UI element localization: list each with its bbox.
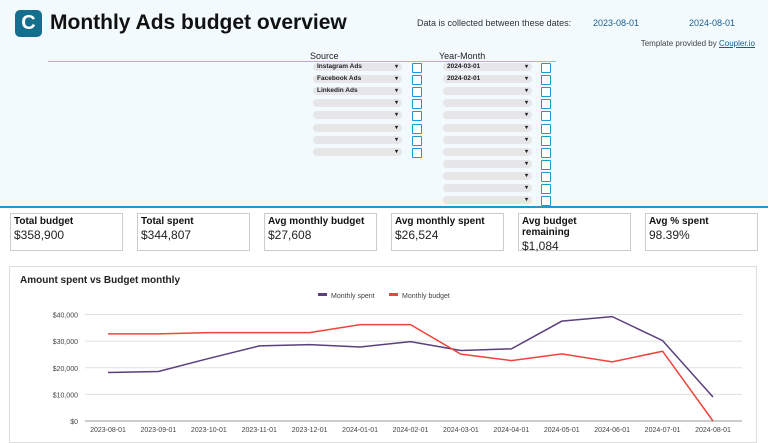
legend-label[interactable]: Monthly spent xyxy=(331,293,375,300)
source-checkbox[interactable] xyxy=(412,87,422,98)
y-tick-label: $40,000 xyxy=(53,313,78,320)
end-date[interactable]: 2024-08-01 xyxy=(689,18,736,28)
y-tick-label: $30,000 xyxy=(53,339,78,346)
kpi-label: Avg budget remaining xyxy=(522,216,577,238)
chart-title: Amount spent vs Budget monthly xyxy=(20,275,180,286)
legend-swatch xyxy=(318,293,327,296)
source-label: Source xyxy=(310,51,339,61)
coupler-logo: C xyxy=(15,10,42,37)
kpi-card: Avg monthly budget $27,608 xyxy=(264,213,377,251)
year_month-checkbox[interactable] xyxy=(541,171,551,182)
year_month-dropdown[interactable]: 2024-03-01 xyxy=(443,63,532,71)
kpi-label: Avg monthly budget xyxy=(268,216,365,227)
divider xyxy=(48,61,556,62)
kpi-label: Avg % spent xyxy=(649,216,709,227)
x-tick-label: 2024-04-01 xyxy=(493,427,529,434)
source-dropdown[interactable]: Instagram Ads xyxy=(313,63,402,71)
chart-card: Amount spent vs Budget monthly $0 $10,000… xyxy=(9,266,757,443)
year_month-dropdown[interactable] xyxy=(443,135,532,144)
kpi-value: $1,084 xyxy=(522,239,559,253)
source-checkbox[interactable] xyxy=(412,135,422,146)
x-tick-label: 2023-10-01 xyxy=(191,427,227,434)
source-dropdown[interactable] xyxy=(313,99,402,108)
y-tick-label: $0 xyxy=(70,419,78,426)
line-chart: $0 $10,000 $20,000 $30,000 $40,000 2023-08-01… xyxy=(53,293,742,434)
kpi-label: Avg monthly spent xyxy=(395,216,485,227)
year_month-checkbox[interactable] xyxy=(541,159,551,170)
source-checkbox[interactable] xyxy=(412,63,422,73)
x-tick-label: 2024-01-01 xyxy=(342,427,378,434)
source-dropdown[interactable] xyxy=(313,135,402,144)
x-tick-label: 2023-09-01 xyxy=(141,427,177,434)
dates-label: Data is collected between these dates: xyxy=(417,18,572,28)
source-dropdown[interactable] xyxy=(313,111,402,120)
kpi-card: Avg budget remaining $1,084 xyxy=(518,213,631,253)
source-checkbox[interactable] xyxy=(412,75,422,86)
year_month-checkbox[interactable] xyxy=(541,196,551,207)
source-dropdown[interactable] xyxy=(313,147,402,156)
kpi-card: Total spent $344,807 xyxy=(137,213,250,251)
year_month-dropdown[interactable] xyxy=(443,111,532,120)
year_month-dropdown[interactable] xyxy=(443,123,532,132)
year_month-checkbox[interactable] xyxy=(541,111,551,122)
template-prefix: Template provided by xyxy=(640,39,719,48)
legend-label[interactable]: Monthly budget xyxy=(402,293,450,300)
legend-swatch xyxy=(389,293,398,296)
series-line-1 xyxy=(108,323,714,422)
year_month-dropdown[interactable] xyxy=(443,159,532,168)
template-credit: Template provided by Coupler.io xyxy=(641,39,755,48)
kpi-value: $26,524 xyxy=(395,228,439,242)
x-tick-label: 2024-05-01 xyxy=(544,427,580,434)
source-checkbox[interactable] xyxy=(412,123,422,134)
start-date[interactable]: 2023-08-01 xyxy=(593,18,640,28)
x-tick-label: 2024-03-01 xyxy=(443,427,479,434)
year-month-label: Year-Month xyxy=(439,51,486,61)
y-tick-label: $10,000 xyxy=(53,392,78,399)
year_month-checkbox[interactable] xyxy=(541,63,551,73)
year_month-dropdown[interactable] xyxy=(443,147,532,156)
x-tick-label: 2024-07-01 xyxy=(645,427,681,434)
year_month-checkbox[interactable] xyxy=(541,99,551,110)
year_month-checkbox[interactable] xyxy=(541,75,551,86)
source-checkbox[interactable] xyxy=(412,147,422,158)
kpi-value: $358,900 xyxy=(14,228,65,242)
kpi-value: 98.39% xyxy=(649,228,690,242)
x-tick-label: 2024-06-01 xyxy=(594,427,630,434)
kpi-label: Total spent xyxy=(141,216,194,227)
x-tick-label: 2024-02-01 xyxy=(393,427,429,434)
year_month-checkbox[interactable] xyxy=(541,123,551,134)
coupler-link[interactable]: Coupler.io xyxy=(718,39,755,48)
year_month-dropdown[interactable]: 2024-02-01 xyxy=(443,75,532,84)
x-tick-label: 2023-08-01 xyxy=(90,427,126,434)
kpi-card: Avg % spent 98.39% xyxy=(645,213,758,251)
x-tick-label: 2023-12-01 xyxy=(292,427,328,434)
kpi-value: $27,608 xyxy=(268,228,312,242)
year_month-dropdown[interactable] xyxy=(443,171,532,180)
year_month-checkbox[interactable] xyxy=(541,87,551,98)
year_month-checkbox[interactable] xyxy=(541,147,551,158)
y-tick-label: $20,000 xyxy=(53,366,78,373)
kpi-card: Total budget $358,900 xyxy=(10,213,123,251)
source-checkbox[interactable] xyxy=(412,111,422,122)
year_month-dropdown[interactable] xyxy=(443,87,532,96)
year_month-dropdown[interactable] xyxy=(443,196,532,205)
filter-panel: C Monthly Ads budget overview Data is co… xyxy=(0,0,768,208)
year_month-dropdown[interactable] xyxy=(443,99,532,108)
kpi-value: $344,807 xyxy=(141,228,192,242)
year_month-checkbox[interactable] xyxy=(541,184,551,194)
series-line-0 xyxy=(107,315,714,398)
kpi-label: Total budget xyxy=(14,216,74,227)
page-title: Monthly Ads budget overview xyxy=(50,11,347,34)
x-tick-label: 2024-08-01 xyxy=(695,427,731,434)
year_month-checkbox[interactable] xyxy=(541,135,551,146)
source-dropdown[interactable]: Linkedin Ads xyxy=(313,87,402,96)
source-checkbox[interactable] xyxy=(412,99,422,110)
x-tick-label: 2023-11-01 xyxy=(242,427,277,434)
kpi-card: Avg monthly spent $26,524 xyxy=(391,213,504,251)
source-dropdown[interactable] xyxy=(313,123,402,132)
source-dropdown[interactable]: Facebook Ads xyxy=(313,75,402,84)
year_month-dropdown[interactable] xyxy=(443,184,532,192)
